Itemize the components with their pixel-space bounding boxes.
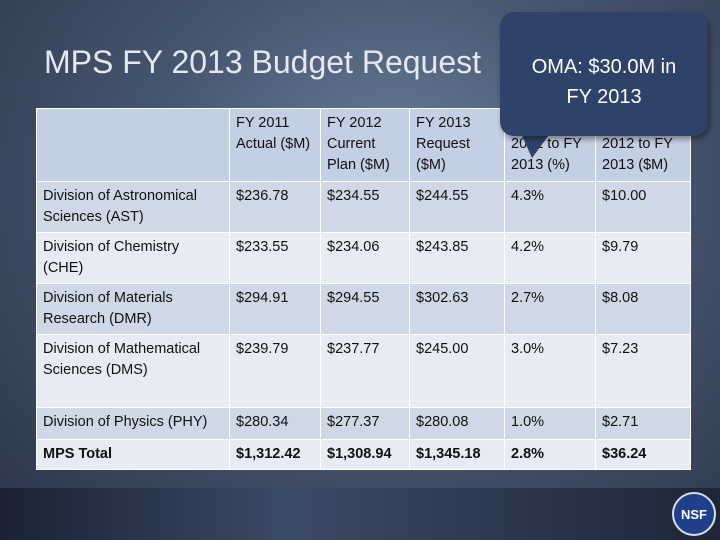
- table-cell: 3.0%: [504, 334, 596, 408]
- table-cell: Division of Astronomical Sciences (AST): [36, 181, 230, 233]
- table-cell: $1,345.18: [409, 439, 505, 470]
- table-row: Division of Mathematical Sciences (DMS) $…: [36, 334, 691, 408]
- table-cell: $302.63: [409, 283, 505, 335]
- table-cell: 2.7%: [504, 283, 596, 335]
- table-cell: $244.55: [409, 181, 505, 233]
- logo-text: NSF: [681, 507, 707, 522]
- table-cell: MPS Total: [36, 439, 230, 470]
- table-cell: $233.55: [229, 232, 321, 284]
- table-cell: $1,308.94: [320, 439, 410, 470]
- table-cell: $280.08: [409, 407, 505, 440]
- table-cell: $36.24: [595, 439, 691, 470]
- table-cell: Division of Materials Research (DMR): [36, 283, 230, 335]
- budget-table: FY 2011 Actual ($M) FY 2012 Current Plan …: [36, 108, 691, 470]
- table-cell: 2.8%: [504, 439, 596, 470]
- logo: NSF: [672, 492, 716, 536]
- table-cell: Division of Mathematical Sciences (DMS): [36, 334, 230, 408]
- table-cell: $236.78: [229, 181, 321, 233]
- table-cell: $280.34: [229, 407, 321, 440]
- table-cell: $7.23: [595, 334, 691, 408]
- table-cell: 4.3%: [504, 181, 596, 233]
- table-cell: $9.79: [595, 232, 691, 284]
- table-row: MPS Total $1,312.42 $1,308.94 $1,345.18 2.8%…: [36, 439, 691, 470]
- slide-title: MPS FY 2013 Budget Request: [44, 44, 482, 80]
- table-cell: $237.77: [320, 334, 410, 408]
- table-cell: $243.85: [409, 232, 505, 284]
- table-cell: Division of Physics (PHY): [36, 407, 230, 440]
- callout-text: OMA: $30.0M in FY 2013: [531, 56, 677, 108]
- table-cell: $234.06: [320, 232, 410, 284]
- footer-band: [0, 488, 720, 540]
- callout: OMA: $30.0M in FY 2013: [500, 12, 708, 136]
- table-cell: [36, 108, 230, 182]
- table-cell: Division of Chemistry (CHE): [36, 232, 230, 284]
- table-row: Division of Materials Research (DMR) $294…: [36, 283, 691, 335]
- table-cell: $10.00: [595, 181, 691, 233]
- table-cell: $245.00: [409, 334, 505, 408]
- table-row: Division of Chemistry (CHE) $233.55 $234.0…: [36, 232, 691, 284]
- table-cell: FY 2013 Request ($M): [409, 108, 505, 182]
- table-cell: $8.08: [595, 283, 691, 335]
- table-cell: $294.91: [229, 283, 321, 335]
- logo-circle: [672, 492, 716, 536]
- table-cell: $277.37: [320, 407, 410, 440]
- table-row: Division of Physics (PHY) $280.34 $277.37 $…: [36, 407, 691, 440]
- table-cell: $239.79: [229, 334, 321, 408]
- table-cell: $234.55: [320, 181, 410, 233]
- table-cell: $1,312.42: [229, 439, 321, 470]
- table-row: Division of Astronomical Sciences (AST) $…: [36, 181, 691, 233]
- table-cell: $294.55: [320, 283, 410, 335]
- table-cell: 4.2%: [504, 232, 596, 284]
- table-cell: 1.0%: [504, 407, 596, 440]
- table-cell: $2.71: [595, 407, 691, 440]
